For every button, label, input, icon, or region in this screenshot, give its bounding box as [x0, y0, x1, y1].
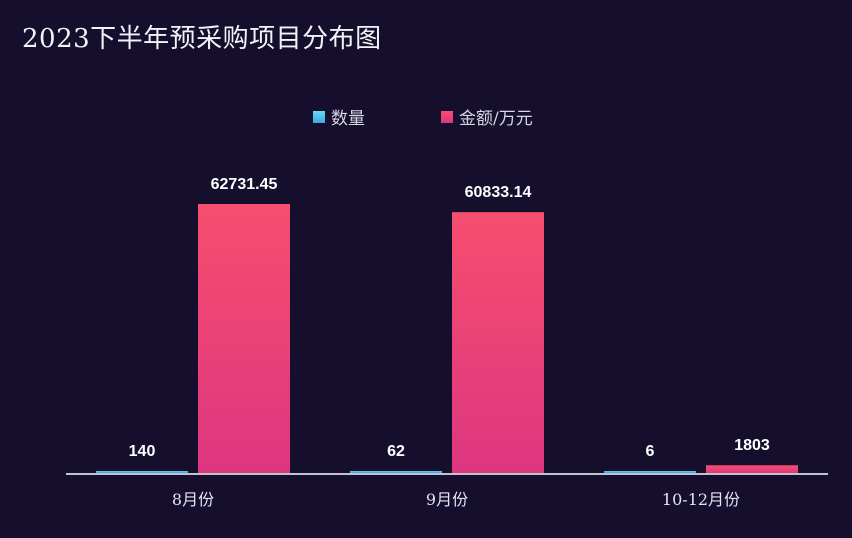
x-axis-ticks: 8月份 9月份 10-12月份 [172, 490, 740, 509]
value-labels-layer: 140 62731.45 62 60833.14 6 1803 [129, 176, 770, 460]
bar-amount-2[interactable] [452, 212, 544, 473]
value-label-amount-2: 60833.14 [465, 184, 532, 201]
x-tick-label-2: 9月份 [426, 490, 468, 509]
value-label-amount-1: 62731.45 [211, 176, 278, 193]
bar-count-1[interactable] [96, 471, 188, 473]
x-tick-label-1: 8月份 [172, 490, 214, 509]
legend-label-count: 数量 [331, 109, 365, 129]
legend-swatch-count [313, 110, 325, 123]
bar-amount-1[interactable] [198, 204, 290, 473]
bar-amount-3[interactable] [706, 465, 798, 473]
legend-label-amount: 金额/万元 [459, 109, 533, 129]
value-label-count-3: 6 [646, 443, 655, 460]
legend-item-count[interactable]: 数量 [313, 104, 365, 129]
value-label-count-2: 62 [387, 443, 405, 460]
x-tick-label-3: 10-12月份 [662, 490, 740, 509]
bar-count-2[interactable] [350, 471, 442, 473]
value-label-count-1: 140 [129, 443, 156, 460]
legend-item-amount[interactable]: 金额/万元 [441, 104, 533, 129]
legend-swatch-amount [441, 110, 453, 123]
bar-count-3[interactable] [604, 471, 696, 473]
value-label-amount-3: 1803 [734, 437, 770, 454]
chart-title: 2023下半年预采购项目分布图 [22, 24, 382, 54]
chart-legend: 数量 金额/万元 [0, 104, 852, 130]
bars-layer [96, 204, 798, 473]
